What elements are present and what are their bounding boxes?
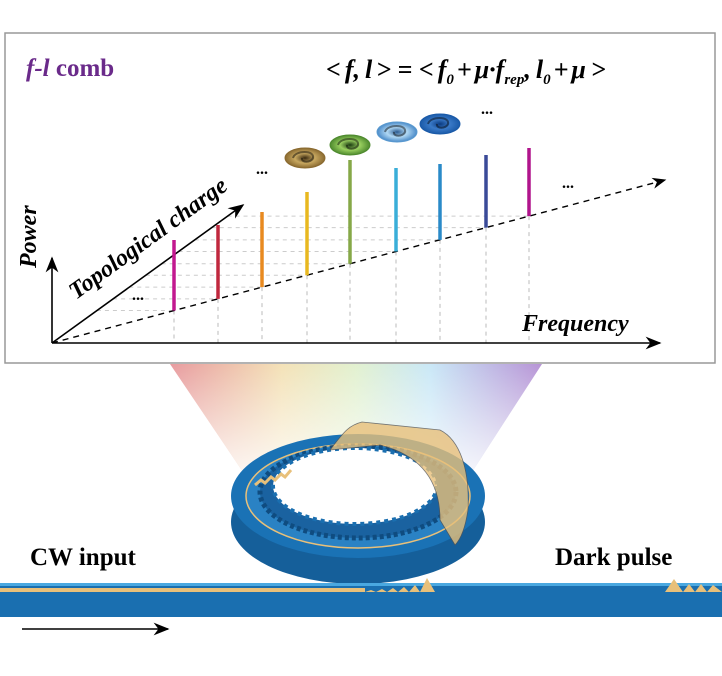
ellipsis-left: ... bbox=[132, 287, 144, 304]
vortex-beam bbox=[419, 113, 461, 135]
vortex-beam bbox=[329, 134, 371, 156]
cw-field bbox=[0, 588, 365, 592]
field-envelope bbox=[329, 421, 469, 546]
diagonal-axis bbox=[51, 177, 667, 344]
vortex-beam bbox=[376, 121, 418, 143]
cw-input-label: CW input bbox=[30, 544, 137, 571]
ellipsis-vortex-left: ... bbox=[256, 161, 268, 178]
topological-charge-axis bbox=[51, 204, 245, 344]
equation: < f, l > = < f0 + μ·frep, l0 + μ > bbox=[326, 55, 606, 88]
comb-label: f-l comb bbox=[26, 55, 114, 82]
pulse-train-output bbox=[665, 579, 722, 592]
microring-device: CW input Dark pulse bbox=[0, 421, 722, 636]
frequency-axis-label: Frequency bbox=[521, 311, 629, 337]
vortex-beam bbox=[284, 147, 326, 169]
power-axis-label: Power bbox=[16, 205, 42, 269]
ellipsis-right: ... bbox=[562, 175, 574, 192]
ellipsis-vortex-right: ... bbox=[481, 101, 493, 118]
pulse-train-ring bbox=[365, 578, 435, 592]
f-l-comb-panel: f-l comb < f, l > = < f0 + μ·frep, l0 + μ > Power … bbox=[4, 32, 716, 364]
comb-lines bbox=[172, 148, 531, 311]
dark-pulse-label: Dark pulse bbox=[555, 544, 672, 571]
vortex-beams bbox=[284, 113, 461, 169]
